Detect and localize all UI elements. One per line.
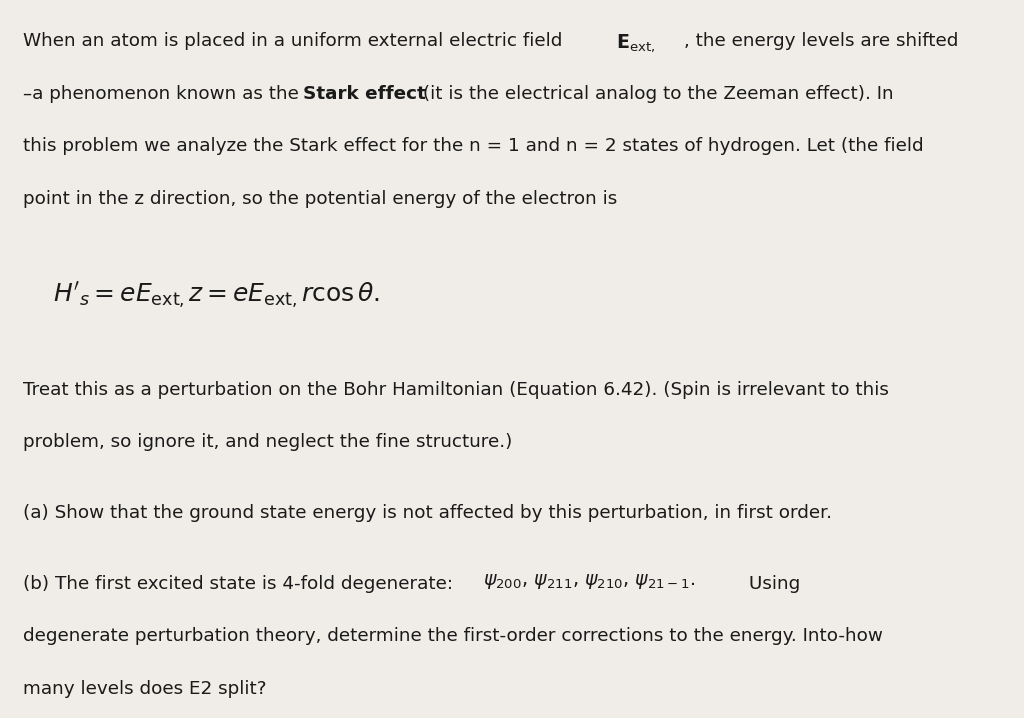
Text: Stark effect: Stark effect [303,85,426,103]
Text: degenerate perturbation theory, determine the first-order corrections to the ene: degenerate perturbation theory, determin… [23,628,883,645]
Text: (b) The first excited state is 4-fold degenerate:: (b) The first excited state is 4-fold de… [23,575,464,593]
Text: $H'_s = eE_{{\rm ext,}}z = eE_{{\rm ext,}}r\cos\theta.$: $H'_s = eE_{{\rm ext,}}z = eE_{{\rm ext,… [53,281,381,312]
Text: problem, so ignore it, and neglect the fine structure.): problem, so ignore it, and neglect the f… [23,433,512,452]
Text: –a phenomenon known as the: –a phenomenon known as the [23,85,304,103]
Text: (it is the electrical analog to the Zeeman effect). In: (it is the electrical analog to the Zeem… [417,85,893,103]
Text: (a) Show that the ground state energy is not affected by this perturbation, in f: (a) Show that the ground state energy is… [23,504,831,522]
Text: this problem we analyze the Stark effect for the n = 1 and n = 2 states of hydro: this problem we analyze the Stark effect… [23,137,924,155]
Text: When an atom is placed in a uniform external electric field: When an atom is placed in a uniform exte… [23,32,562,50]
Text: , the energy levels are shifted: , the energy levels are shifted [684,32,958,50]
Text: $\psi_{200}$, $\psi_{211}$, $\psi_{210}$, $\psi_{21-1}$.: $\psi_{200}$, $\psi_{211}$, $\psi_{210}$… [483,572,695,591]
Text: Treat this as a perturbation on the Bohr Hamiltonian (Equation 6.42). (Spin is i: Treat this as a perturbation on the Bohr… [23,381,889,399]
Text: many levels does E2 split?: many levels does E2 split? [23,680,266,698]
Text: Using: Using [743,575,801,593]
Text: point in the z direction, so the potential energy of the electron is: point in the z direction, so the potenti… [23,190,616,208]
Text: $\mathbf{E}_{\rm ext,}$: $\mathbf{E}_{\rm ext,}$ [604,32,655,55]
